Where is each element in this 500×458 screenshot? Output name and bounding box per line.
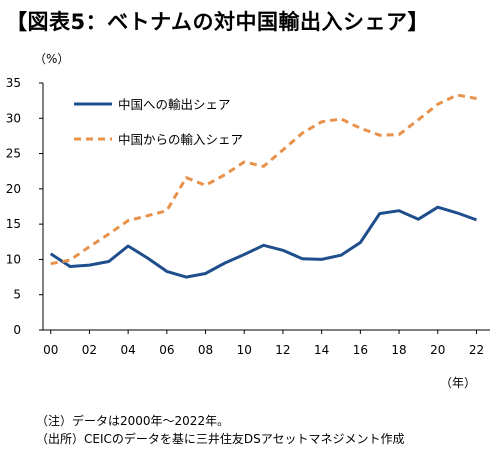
y-tick-label: 35 [6,76,21,90]
y-tick-label: 15 [6,217,21,231]
x-tick-label: 20 [430,343,445,357]
x-tick-label: 12 [275,343,290,357]
x-tick-label: 04 [121,343,136,357]
y-tick-label: 5 [13,288,21,302]
x-tick-label: 02 [82,343,97,357]
axes: 0 5 10 15 20 25 30 35 00 02 04 06 08 10 12 14 16 18 20 22 [6,76,490,357]
x-tick-label: 00 [43,343,58,357]
legend-label: 中国への輸出シェア [118,97,231,112]
series-line-imports-from-china [50,93,477,266]
x-tick-label: 08 [198,343,213,357]
x-tick-label: 22 [469,343,484,357]
notes: （注）データは2000年～2022年。 （出所）CEICのデータを基に三井住友D… [36,412,405,448]
x-tick-label: 06 [159,343,174,357]
series-layer [49,93,478,279]
x-tick-label: 18 [391,343,406,357]
x-tick-label: 10 [237,343,252,357]
y-tick-label: 0 [13,323,21,337]
note-source: （出所）CEICのデータを基に三井住友DSアセットマネジメント作成 [36,432,405,446]
y-tick-label: 30 [6,111,21,125]
y-tick-label: 25 [6,147,21,161]
series-line-exports-to-china [49,205,478,279]
note-data-period: （注）データは2000年～2022年。 [36,414,230,428]
x-axis-unit: （年） [440,376,477,390]
y-axis-unit: （%） [34,52,70,66]
x-tick-label: 14 [314,343,329,357]
legend-label: 中国からの輸入シェア [118,132,243,147]
y-tick-label: 20 [6,182,21,196]
y-tick-label: 10 [6,252,21,266]
x-tick-label: 16 [353,343,368,357]
chart-title: 【図表5：ベトナムの対中国輸出入シェア】 [6,10,429,34]
